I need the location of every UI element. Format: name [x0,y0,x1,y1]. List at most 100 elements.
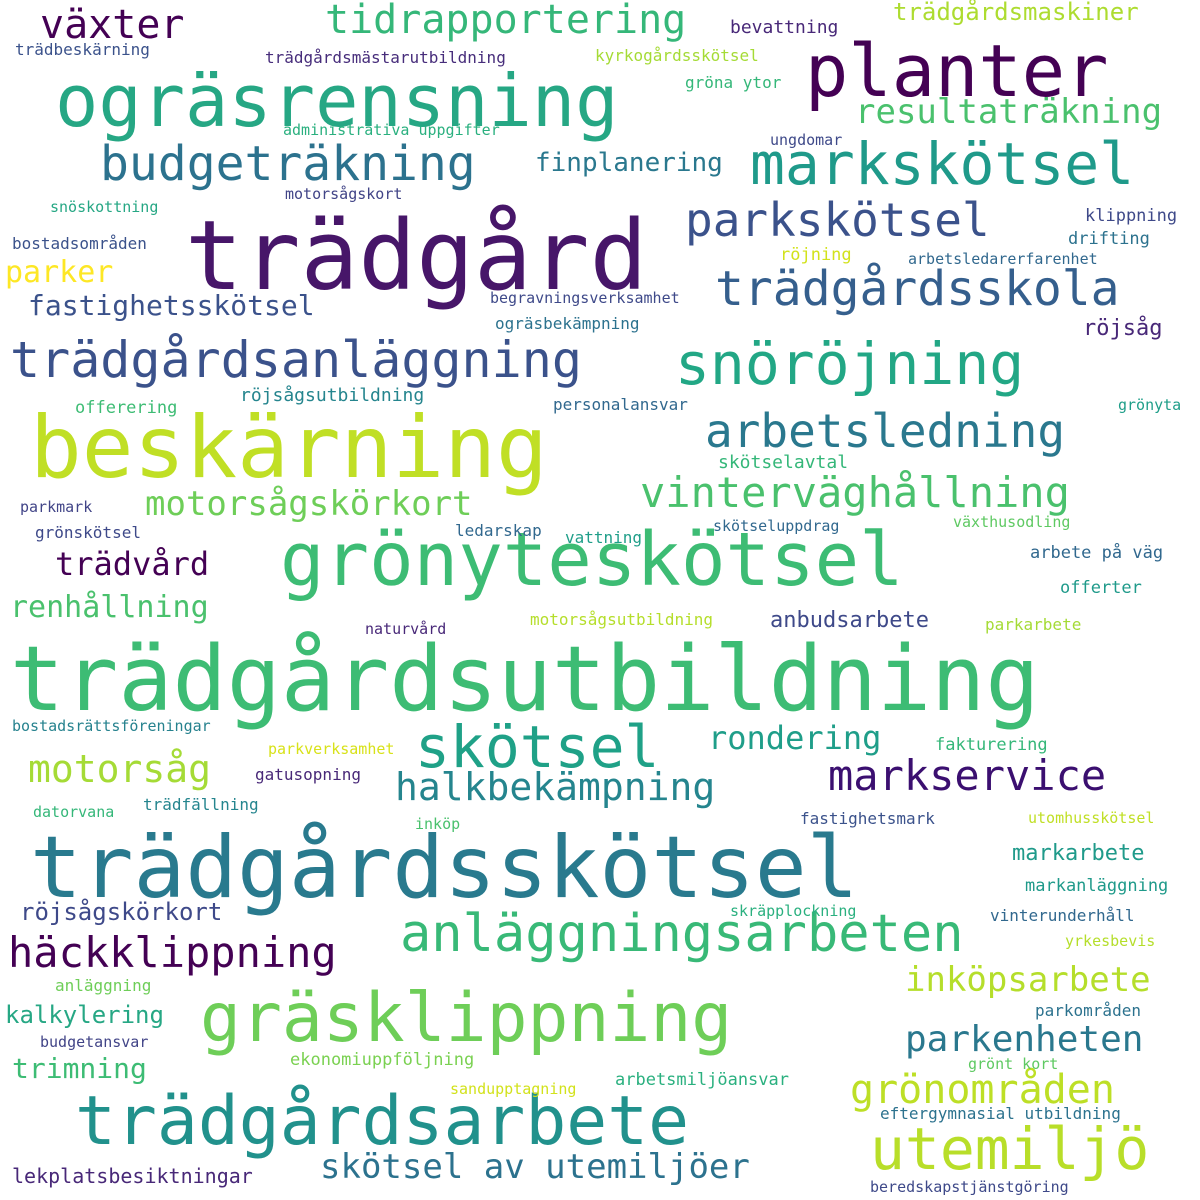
word-52: gröna ytor [685,73,782,92]
word-59: drifting [1068,229,1150,249]
word-85: inköp [415,815,461,833]
word-58: bostadsområden [12,234,147,253]
word-4: grönyteskötsel [280,517,904,603]
word-81: gatusopning [255,765,361,784]
word-23: växter [40,2,185,48]
word-83: trädfällning [143,795,259,814]
word-94: budgetansvar [40,1033,149,1051]
word-67: grönyta [1118,396,1182,414]
word-69: grönskötsel [35,523,141,542]
word-100: beredskapstjänstgöring [870,1178,1069,1196]
word-11: snöröjning [675,330,1025,398]
word-88: markanläggning [1025,876,1169,896]
word-79: bostadsrättsföreningar [12,717,211,735]
word-26: halkbekämpning [395,765,716,809]
word-75: offerter [1060,578,1142,598]
word-76: naturvård [365,620,447,638]
word-89: skräpplockning [730,902,857,920]
word-42: trimning [12,1052,147,1085]
word-29: motorsåg [28,747,212,791]
word-36: trädvård [55,545,210,583]
word-9: planter [805,29,1109,113]
word-55: motorsågskort [285,185,403,203]
word-51: kyrkogårdsskötsel [595,46,759,65]
word-19: arbetsledning [705,404,1066,458]
word-68: parkmark [20,498,93,516]
word-71: vattning [565,528,643,547]
word-50: trädgårdsmästarutbildning [265,48,506,67]
word-82: fakturering [935,735,1048,755]
word-6: ogräsrensning [55,59,619,143]
word-2: trädgårdsskötsel [30,818,859,918]
word-70: ledarskap [455,521,542,540]
word-66: personalansvar [553,395,688,414]
word-17: parkskötsel [685,193,990,247]
word-5: beskärning [30,398,548,498]
word-15: utemiljö [870,1115,1150,1183]
word-10: markskötsel [750,130,1135,198]
word-54: ungdomar [770,131,843,149]
word-39: trädgårdsmaskiner [893,0,1139,26]
word-74: arbete på väg [1030,543,1164,563]
word-57: klippning [1085,206,1178,226]
word-98: sandupptagning [450,1080,577,1098]
word-47: röjsåg [1083,316,1163,341]
word-20: vinterväghållning [640,468,1070,517]
word-80: parkverksamhet [268,740,395,758]
word-32: resultaträkning [855,92,1163,132]
word-61: arbetsledarerfarenhet [908,250,1098,268]
word-64: röjsågsutbildning [240,385,425,406]
word-30: parkenheten [905,1019,1144,1060]
word-14: skötsel [415,713,660,781]
word-1: trädgårdsutbildning [10,627,1040,732]
word-99: eftergymnasial utbildning [880,1104,1121,1123]
word-91: yrkesbevis [1065,932,1156,950]
word-3: trädgård [185,200,648,312]
word-16: budgeträkning [100,136,476,192]
word-27: skötsel av utemiljöer [320,1147,750,1187]
word-77: motorsågsutbildning [530,610,714,629]
word-44: markarbete [1012,841,1145,866]
word-41: kalkylering [5,1001,164,1029]
word-21: markservice [828,751,1107,800]
word-40: röjsågskörkort [20,898,223,926]
word-28: grönområden [850,1067,1115,1113]
word-86: fastighetsmark [800,809,935,828]
word-12: trädgårdsanläggning [10,331,582,389]
word-60: röjning [780,245,852,265]
word-33: fastighetsskötsel [28,289,315,322]
word-93: parkområden [1035,1001,1141,1020]
word-13: anläggningsarbeten [400,904,964,964]
word-38: finplanering [535,148,723,178]
word-65: offerering [75,398,178,418]
word-56: snöskottning [50,198,159,216]
word-72: skötseluppdrag [713,517,840,535]
word-62: begravningsverksamhet [490,289,680,307]
word-22: häckklippning [8,928,337,977]
word-35: renhållning [10,590,209,625]
word-84: datorvana [33,803,115,821]
word-46: skötselavtal [718,452,849,473]
word-25: motorsågskörkort [145,484,473,524]
word-43: lekplatsbesiktningar [12,1164,253,1188]
word-63: ogräsbekämpning [495,314,640,333]
word-45: anbudsarbete [770,608,929,633]
word-73: växthusodling [953,513,1071,531]
word-96: grönt kort [968,1055,1059,1073]
word-78: parkarbete [985,615,1082,634]
word-53: administrativa uppgifter [283,121,500,139]
word-48: bevattning [730,17,839,38]
word-8: gräsklippning [200,979,733,1058]
word-87: utomhusskötsel [1028,809,1155,827]
word-37: rondering [708,719,882,757]
word-92: anläggning [55,976,152,995]
word-95: ekonomiuppföljning [290,1050,475,1070]
word-18: trädgårdsskola [715,261,1120,317]
word-24: tidrapportering [325,0,687,43]
word-31: inköpsarbete [905,960,1151,1000]
word-7: trädgårdsarbete [75,1082,690,1161]
word-97: arbetsmiljöansvar [615,1070,789,1090]
word-49: trädbeskärning [15,40,150,59]
word-34: parker [5,255,114,290]
